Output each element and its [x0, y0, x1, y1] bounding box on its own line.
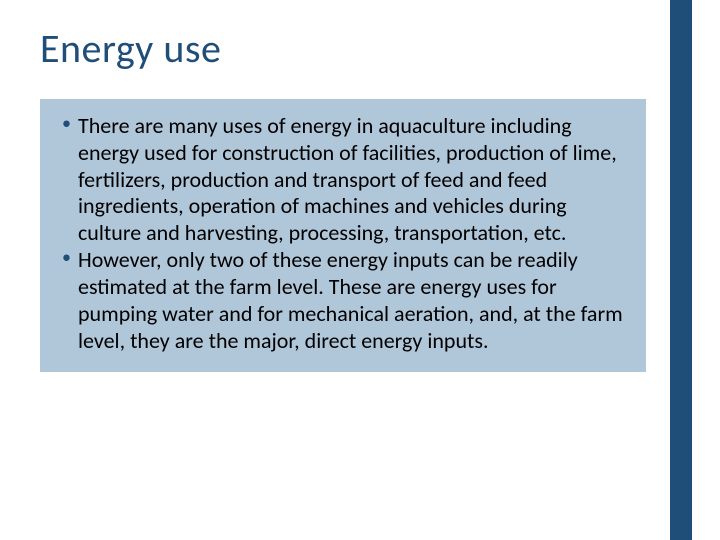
slide-title: Energy use [40, 24, 656, 73]
slide-container: Energy use There are many uses of energy… [0, 0, 720, 540]
bullet-list: There are many uses of energy in aquacul… [62, 113, 624, 354]
list-item: However, only two of these energy inputs… [62, 247, 624, 354]
content-box: There are many uses of energy in aquacul… [40, 99, 646, 372]
list-item: There are many uses of energy in aquacul… [62, 113, 624, 247]
accent-bar [670, 0, 692, 540]
